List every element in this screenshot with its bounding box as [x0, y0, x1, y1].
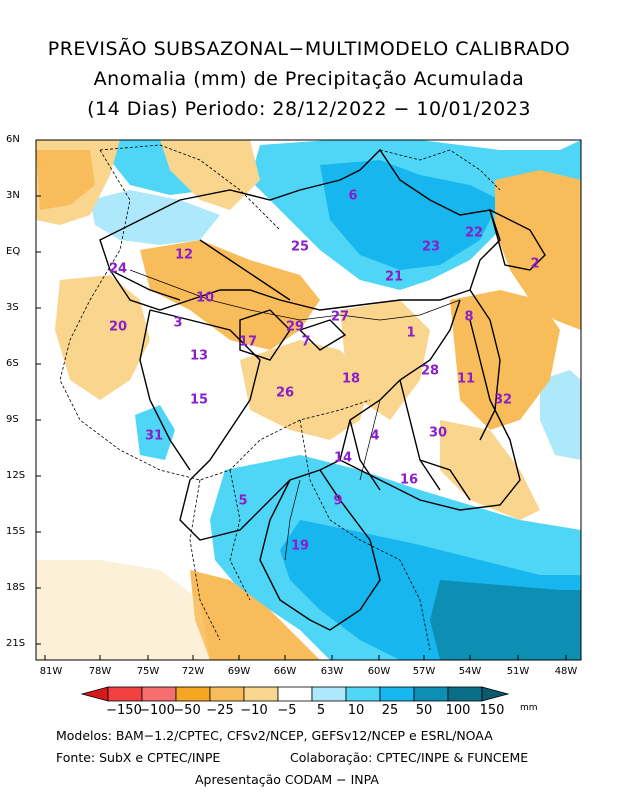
legend-label: −5 — [277, 703, 297, 718]
anomaly-negative-northwest-strong — [36, 150, 95, 210]
basin-label: 24 — [108, 261, 128, 277]
legend-label: 25 — [381, 703, 399, 718]
country-borders — [59, 144, 501, 651]
lat-label: 3N — [6, 190, 20, 201]
lon-label: 72W — [181, 666, 205, 677]
lat-label: 18S — [6, 582, 26, 593]
axis-ticks — [36, 139, 567, 660]
lat-label: 9S — [6, 414, 19, 425]
lat-label: 3S — [6, 302, 19, 313]
legend-label: −150 — [106, 703, 142, 718]
basin-label: 15 — [189, 392, 209, 408]
anomaly-negative-northeast — [495, 170, 581, 330]
legend-label: −50 — [173, 703, 201, 718]
anomaly-positive-31 — [135, 405, 175, 460]
basin-label: 27 — [330, 309, 350, 325]
basin-label: 11 — [456, 371, 476, 387]
lon-label: 54W — [458, 666, 482, 677]
anomaly-negative-southeast — [440, 420, 540, 520]
basin-label: 9 — [333, 493, 343, 509]
legend-label: −100 — [139, 703, 175, 718]
anomaly-negative-upper — [160, 140, 260, 210]
legend-label: −10 — [240, 703, 268, 718]
basin-label: 16 — [399, 472, 419, 488]
basin-label: 19 — [290, 538, 310, 554]
basin-outlines — [99, 148, 546, 631]
basin-label: 8 — [464, 309, 474, 325]
basin-label: 4 — [370, 428, 380, 444]
anomaly-positive-northwest — [90, 190, 220, 245]
basin-label: 17 — [238, 334, 258, 350]
lon-label: 78W — [88, 666, 112, 677]
map-frame — [35, 139, 582, 661]
lon-label: 48W — [554, 666, 578, 677]
basin-label: 23 — [421, 239, 441, 255]
anomaly-negative-southwest — [190, 570, 320, 660]
basin-label: 5 — [238, 493, 248, 509]
title-line-1: PREVISÃO SUBSAZONAL−MULTIMODELO CALIBRAD… — [47, 38, 571, 60]
basin-label: 3 — [173, 315, 183, 331]
legend-label: 50 — [415, 703, 433, 718]
legend-label: 5 — [316, 703, 326, 718]
lat-label: 6N — [6, 134, 20, 145]
lat-label: EQ — [6, 246, 21, 257]
anomaly-negative-center — [240, 340, 370, 440]
title-line-2: Anomalia (mm) de Precipitação Acumulada — [93, 68, 525, 90]
legend-label: 150 — [479, 703, 505, 718]
basin-label: 21 — [384, 269, 404, 285]
lon-label: 51W — [506, 666, 530, 677]
anomaly-negative-east — [450, 290, 560, 430]
basin-label: 29 — [285, 319, 305, 335]
legend-unit: mm — [520, 703, 538, 713]
lat-label: 12S — [6, 470, 26, 481]
lon-label: 66W — [273, 666, 297, 677]
title-line-3: (14 Dias) Periodo: 28/12/2022 − 10/01/20… — [87, 98, 531, 120]
footer-presentation: Apresentação CODAM − INPA — [195, 772, 379, 787]
lat-label: 21S — [6, 638, 26, 649]
anomaly-negative-center-west — [140, 240, 320, 350]
footer-models: Modelos: BAM−1.2/CPTEC, CFSv2/NCEP, GEFS… — [56, 728, 493, 743]
legend-label: 100 — [445, 703, 471, 718]
basin-label: 1 — [406, 325, 416, 341]
lat-label: 15S — [6, 526, 26, 537]
basin-label: 6 — [348, 188, 358, 204]
basin-label: 7 — [301, 334, 311, 350]
lon-label: 57W — [412, 666, 436, 677]
basin-label: 22 — [464, 225, 484, 241]
lat-label: 6S — [6, 358, 19, 369]
lon-label: 60W — [367, 666, 391, 677]
anomaly-negative-center-east — [340, 300, 430, 420]
basin-label: 2 — [530, 256, 540, 272]
basin-label: 13 — [189, 348, 209, 364]
footer-source: Fonte: SubX e CPTEC/INPE — [56, 750, 221, 765]
lon-label: 69W — [227, 666, 251, 677]
basin-label: 32 — [493, 392, 513, 408]
basin-label: 12 — [174, 247, 194, 263]
legend-label: 10 — [347, 703, 365, 718]
lon-label: 63W — [320, 666, 344, 677]
basin-label: 20 — [108, 319, 128, 335]
anomaly-negative-west — [55, 275, 150, 400]
basin-label: 26 — [275, 385, 295, 401]
basin-label: 18 — [341, 371, 361, 387]
lon-label: 75W — [136, 666, 160, 677]
basin-label: 25 — [290, 239, 310, 255]
anomaly-positive-east — [540, 370, 581, 460]
anomaly-positive-north-strong — [320, 160, 500, 270]
basin-label: 28 — [420, 363, 440, 379]
anomaly-positive-southeast-deep — [430, 580, 581, 660]
rivers — [129, 269, 461, 561]
basin-label: 10 — [195, 290, 215, 306]
legend-label: −25 — [206, 703, 234, 718]
footer-collaboration: Colaboração: CPTEC/INPE & FUNCEME — [290, 750, 529, 765]
basin-label: 14 — [333, 450, 353, 466]
basin-label: 30 — [428, 425, 448, 441]
anomaly-negative-southwest-light — [36, 560, 210, 660]
basin-label: 31 — [144, 428, 164, 444]
lon-label: 81W — [39, 666, 63, 677]
